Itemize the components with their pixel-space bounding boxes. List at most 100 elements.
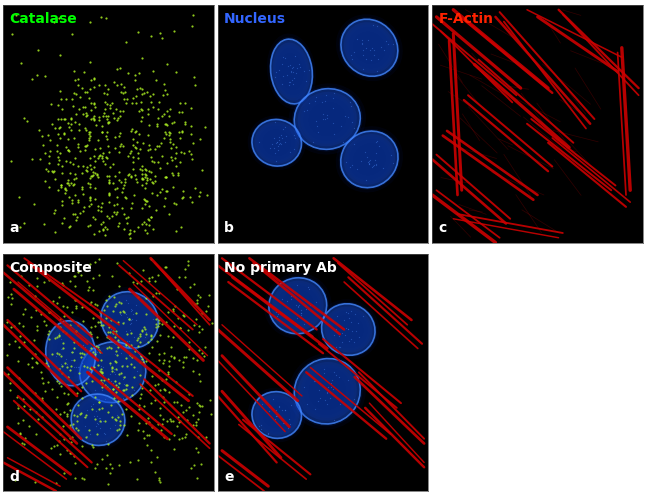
Point xyxy=(190,184,200,192)
Point xyxy=(72,268,83,276)
Point xyxy=(102,382,112,390)
Point xyxy=(364,160,374,168)
Point xyxy=(146,335,156,343)
Point xyxy=(188,12,198,20)
Point xyxy=(71,363,81,371)
Point xyxy=(74,120,85,128)
Point xyxy=(347,55,358,63)
Point xyxy=(63,400,73,407)
Point xyxy=(312,122,322,130)
Point xyxy=(88,274,98,282)
Ellipse shape xyxy=(86,348,140,397)
Point xyxy=(77,384,87,392)
Point xyxy=(62,134,73,142)
Point xyxy=(93,202,103,209)
Point xyxy=(118,386,128,394)
Point xyxy=(75,409,86,417)
Point xyxy=(95,424,105,432)
Point xyxy=(20,440,30,448)
Point xyxy=(155,478,166,486)
Point xyxy=(105,360,115,368)
Point xyxy=(32,71,42,79)
Point xyxy=(357,36,367,44)
Point xyxy=(311,298,322,306)
Point xyxy=(329,331,339,339)
Point xyxy=(200,343,210,351)
Text: e: e xyxy=(224,470,233,484)
Point xyxy=(102,154,112,162)
Point xyxy=(14,430,25,438)
Point xyxy=(179,312,190,320)
Point xyxy=(101,437,112,445)
Point xyxy=(90,157,100,165)
Point xyxy=(5,290,16,298)
Point xyxy=(59,408,70,416)
Ellipse shape xyxy=(99,290,161,350)
Point xyxy=(155,188,165,196)
Point xyxy=(197,348,207,356)
Point xyxy=(40,388,50,396)
Point xyxy=(44,160,54,168)
Point xyxy=(5,379,15,387)
Point xyxy=(161,187,172,195)
Point xyxy=(96,199,107,207)
Point xyxy=(125,458,135,466)
Point xyxy=(111,330,121,338)
Point xyxy=(90,214,100,222)
Point xyxy=(55,315,66,323)
Point xyxy=(102,332,112,340)
Point xyxy=(125,329,136,337)
Point xyxy=(311,117,322,125)
Point xyxy=(90,170,100,177)
Point xyxy=(68,102,78,110)
Point xyxy=(272,138,282,146)
Point xyxy=(34,155,45,163)
Point xyxy=(177,128,188,136)
Point xyxy=(70,282,81,290)
Point xyxy=(29,200,40,208)
Point xyxy=(65,406,75,414)
Point xyxy=(138,140,148,147)
Point xyxy=(127,306,138,314)
Point xyxy=(168,183,178,191)
Point xyxy=(113,218,124,226)
Point xyxy=(107,385,118,393)
Point xyxy=(18,416,28,424)
Point xyxy=(144,418,155,426)
Point xyxy=(131,316,141,324)
Point xyxy=(264,406,274,414)
Text: No primary Ab: No primary Ab xyxy=(224,260,337,274)
Point xyxy=(278,420,289,428)
Point xyxy=(295,308,306,316)
Point xyxy=(70,154,81,162)
Point xyxy=(105,370,115,378)
Point xyxy=(105,162,115,170)
Point xyxy=(98,149,108,157)
Point xyxy=(98,218,108,226)
Point xyxy=(66,356,76,364)
Point xyxy=(142,110,153,118)
Point xyxy=(63,179,73,187)
Point xyxy=(153,380,164,388)
Point xyxy=(154,366,164,374)
Point xyxy=(326,379,336,387)
Point xyxy=(52,332,62,340)
Point xyxy=(112,392,122,400)
Point xyxy=(146,331,157,339)
Point xyxy=(103,440,113,448)
Point xyxy=(103,375,113,383)
Point xyxy=(138,266,148,274)
Point xyxy=(84,130,94,138)
Point xyxy=(272,411,282,419)
Point xyxy=(69,68,79,76)
Point xyxy=(29,336,39,344)
Point xyxy=(57,196,68,204)
Point xyxy=(122,152,133,160)
Point xyxy=(169,431,179,439)
Point xyxy=(32,282,42,290)
Point xyxy=(274,66,284,74)
Point xyxy=(93,154,103,162)
Point xyxy=(289,131,299,139)
Point xyxy=(272,412,282,420)
Ellipse shape xyxy=(248,388,306,442)
